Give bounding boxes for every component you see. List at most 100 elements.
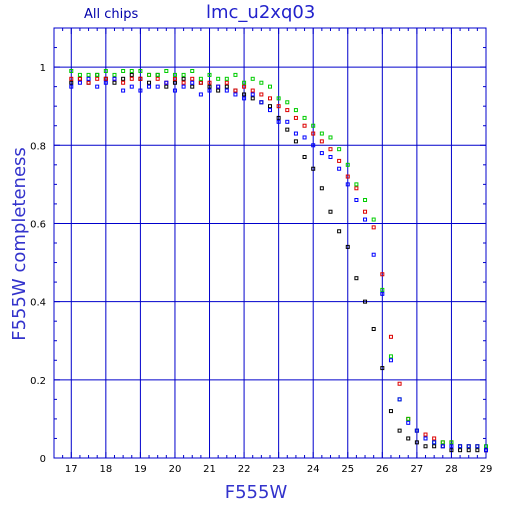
data-point bbox=[86, 72, 91, 77]
data-point bbox=[285, 100, 290, 105]
data-point bbox=[77, 76, 82, 81]
data-point bbox=[147, 80, 152, 85]
data-point bbox=[328, 147, 333, 152]
data-point bbox=[129, 76, 134, 81]
chart-title: lmc_u2xq03 bbox=[206, 2, 316, 23]
data-point bbox=[302, 135, 307, 140]
data-point bbox=[475, 444, 480, 449]
data-point bbox=[164, 80, 169, 85]
y-tick-label: 0.4 bbox=[30, 298, 46, 309]
data-point bbox=[250, 88, 255, 93]
data-point bbox=[363, 217, 368, 222]
data-point bbox=[259, 100, 264, 105]
data-point bbox=[250, 92, 255, 97]
data-point bbox=[181, 84, 186, 89]
data-point bbox=[293, 115, 298, 120]
data-point bbox=[155, 76, 160, 81]
data-point bbox=[311, 166, 316, 171]
data-point bbox=[414, 428, 419, 433]
data-point bbox=[207, 88, 212, 93]
data-point bbox=[86, 80, 91, 85]
data-point bbox=[276, 104, 281, 109]
data-point bbox=[440, 444, 445, 449]
data-point bbox=[328, 155, 333, 159]
data-point bbox=[302, 115, 307, 120]
data-point bbox=[268, 104, 272, 109]
data-point bbox=[345, 182, 350, 187]
data-point bbox=[345, 174, 350, 179]
data-point bbox=[250, 76, 255, 81]
data-point bbox=[138, 88, 143, 93]
data-point bbox=[475, 448, 480, 453]
data-point bbox=[285, 108, 290, 113]
data-point bbox=[164, 84, 169, 89]
x-tick-label: 25 bbox=[341, 464, 354, 475]
data-point bbox=[198, 80, 203, 85]
data-point bbox=[432, 436, 437, 441]
data-point bbox=[164, 69, 169, 73]
data-point bbox=[112, 72, 117, 77]
data-point bbox=[181, 80, 186, 85]
data-point bbox=[276, 96, 281, 101]
data-point bbox=[293, 139, 298, 144]
data-point bbox=[172, 80, 177, 85]
x-tick-label: 29 bbox=[480, 464, 493, 475]
data-point bbox=[285, 127, 290, 132]
data-point bbox=[371, 252, 376, 257]
data-point bbox=[216, 88, 221, 93]
x-tick-label: 19 bbox=[134, 464, 147, 475]
y-tick-label: 0.6 bbox=[30, 219, 46, 230]
data-point bbox=[147, 72, 152, 77]
data-point bbox=[216, 84, 221, 89]
data-point bbox=[397, 397, 402, 402]
data-point bbox=[388, 358, 393, 363]
data-point bbox=[319, 131, 324, 136]
data-point bbox=[388, 354, 393, 359]
data-point bbox=[458, 444, 463, 449]
data-point bbox=[103, 76, 108, 81]
data-point bbox=[242, 92, 247, 97]
data-point bbox=[449, 444, 454, 449]
data-point bbox=[337, 229, 342, 234]
data-point bbox=[440, 440, 445, 445]
data-point bbox=[458, 448, 463, 453]
data-point bbox=[242, 80, 247, 85]
data-point bbox=[354, 276, 359, 281]
y-axis-label: F555W completeness bbox=[9, 147, 30, 341]
plot-frame bbox=[53, 27, 487, 459]
data-point bbox=[449, 448, 454, 453]
data-point bbox=[423, 436, 428, 441]
data-point bbox=[337, 147, 342, 152]
data-point bbox=[103, 69, 108, 73]
chart-subtitle: All chips bbox=[84, 7, 139, 22]
x-tick-label: 20 bbox=[169, 464, 182, 475]
data-point bbox=[363, 198, 368, 202]
data-point bbox=[354, 182, 359, 187]
data-point bbox=[233, 72, 238, 77]
data-point bbox=[285, 119, 290, 124]
data-point bbox=[77, 80, 82, 85]
data-point bbox=[276, 119, 281, 124]
data-point bbox=[138, 76, 143, 81]
data-point bbox=[172, 88, 177, 93]
data-point bbox=[345, 162, 350, 167]
data-point bbox=[69, 84, 74, 89]
data-point bbox=[86, 76, 91, 81]
data-point bbox=[77, 72, 82, 77]
data-point bbox=[380, 366, 385, 371]
data-point bbox=[406, 416, 411, 421]
data-point bbox=[69, 69, 74, 73]
data-point bbox=[224, 80, 229, 85]
data-point bbox=[345, 244, 350, 249]
y-tick-label: 1 bbox=[40, 63, 46, 74]
data-point bbox=[423, 432, 428, 437]
data-point bbox=[69, 80, 74, 85]
data-point bbox=[363, 209, 368, 214]
data-point bbox=[216, 76, 221, 81]
y-tick-label: 0.8 bbox=[30, 141, 46, 152]
x-tick-label: 26 bbox=[376, 464, 389, 475]
data-point bbox=[380, 272, 385, 277]
y-tick-label: 0 bbox=[40, 454, 46, 465]
x-tick-label: 27 bbox=[411, 464, 424, 475]
data-point bbox=[397, 428, 402, 433]
